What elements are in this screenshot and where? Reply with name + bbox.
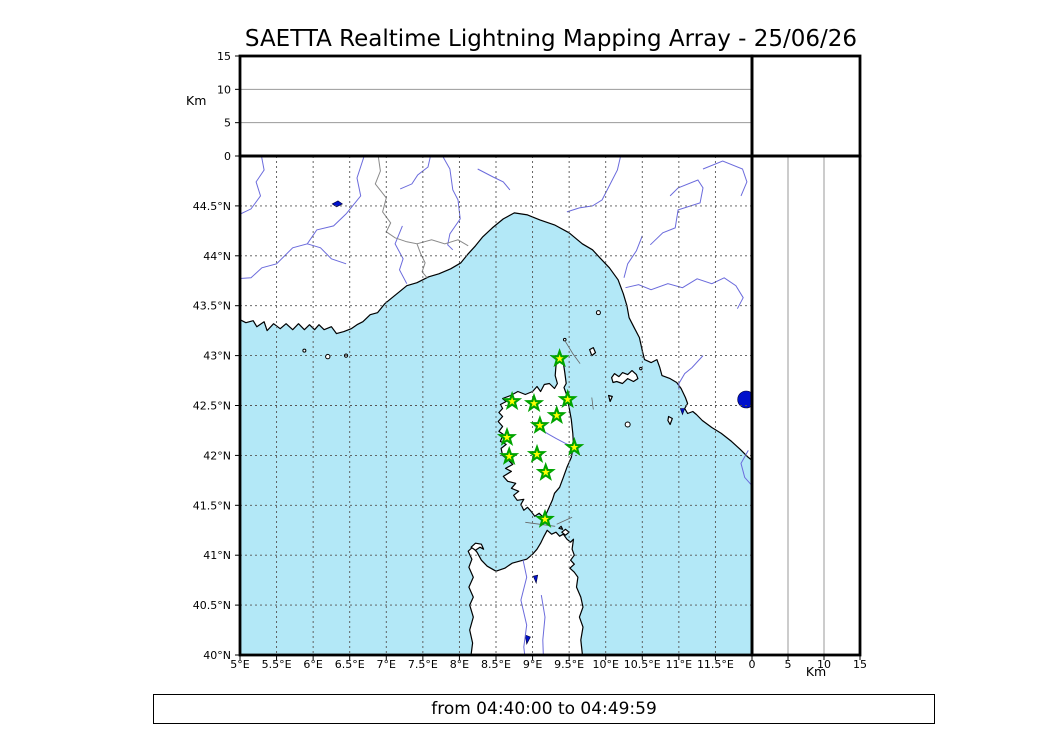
figure-title: SAETTA Realtime Lightning Mapping Array … — [244, 26, 858, 52]
island — [595, 310, 601, 316]
admin-border — [374, 156, 428, 279]
island — [639, 366, 643, 371]
panel-frame — [750, 154, 862, 657]
axis-tick-label: 10 — [817, 658, 831, 671]
axis-tick-label: 15 — [853, 658, 867, 671]
axis-tick-label: 15 — [217, 50, 231, 63]
lma-station-marker — [502, 391, 523, 411]
axis-tick-label: 42.5°N — [193, 400, 231, 413]
axis-tick-label: 11.5°E — [697, 658, 734, 671]
lake-bolsena — [737, 390, 752, 409]
river — [625, 277, 744, 309]
river — [623, 235, 643, 278]
axis-tick-label: 10 — [217, 83, 231, 96]
lma-station-marker — [523, 392, 545, 413]
time-range-text: from 04:40:00 to 04:49:59 — [431, 699, 657, 719]
river — [240, 156, 365, 280]
axis-tick-label: 44.5°N — [193, 200, 231, 213]
admin-border — [416, 239, 469, 247]
axis-tick-label: 41.5°N — [193, 499, 231, 512]
landmass-asinara — [470, 542, 485, 551]
island — [325, 353, 331, 360]
maritime-boundary-line — [591, 397, 594, 410]
river — [394, 225, 408, 284]
axis-tick-label: 0 — [224, 150, 231, 163]
axis-tick-label: 11°E — [666, 658, 692, 671]
axis-tick-label: 43.5°N — [193, 300, 231, 313]
altitude-panel-corner — [752, 56, 860, 156]
landmass-continent — [240, 156, 752, 462]
island — [624, 421, 631, 428]
axis-tick-label: 8°E — [450, 658, 469, 671]
landmass-corsica — [497, 354, 575, 519]
axis-tick-label: 40°N — [203, 649, 231, 662]
altitude-axis-label-left: Km — [186, 93, 207, 108]
axis-tick-label: 41°N — [203, 549, 231, 562]
island — [302, 348, 307, 353]
lma-station-marker — [546, 405, 567, 425]
lake-sardinia-lake — [524, 634, 531, 645]
lma-station-marker — [499, 445, 520, 465]
axis-tick-label: 8.5°E — [481, 658, 511, 671]
river — [740, 450, 752, 487]
river — [477, 168, 511, 191]
axis-tick-label: 7.5°E — [408, 658, 438, 671]
river — [566, 156, 622, 213]
lma-station-marker — [549, 348, 570, 368]
axis-tick-label: 5.5°E — [262, 658, 292, 671]
axis-tick-label: 10°E — [592, 658, 618, 671]
landmass-capraia — [589, 347, 597, 357]
river — [678, 355, 704, 390]
altitude-panel-right — [752, 156, 860, 655]
axis-tick-label: 5 — [785, 658, 792, 671]
axis-tick-label: 9°E — [523, 658, 542, 671]
lake-orbetello — [679, 408, 686, 416]
axis-tick-label: 42°N — [203, 449, 231, 462]
lma-station-marker — [496, 426, 517, 446]
lma-station-marker — [564, 436, 585, 456]
altitude-axis-label-bottom: Km — [805, 664, 827, 679]
river — [702, 160, 748, 197]
axis-tick-label: 6°E — [303, 658, 322, 671]
axis-tick-label: 5 — [224, 117, 231, 130]
landmass-giglio — [667, 415, 673, 426]
river — [240, 156, 265, 215]
river — [400, 156, 431, 190]
landmass-caprera — [558, 525, 564, 530]
axis-tick-label: 5°E — [230, 658, 249, 671]
map-panel — [240, 156, 752, 655]
axis-tick-label: 0 — [749, 658, 756, 671]
river — [649, 179, 704, 246]
axis-tick-label: 9.5°E — [554, 658, 584, 671]
lma-station-marker — [535, 461, 556, 481]
lma-station-marker — [535, 508, 555, 528]
island — [562, 337, 567, 342]
landmass-sardinia — [467, 529, 584, 655]
landmass-pianosa — [608, 394, 613, 403]
lma-station-marker — [526, 443, 548, 463]
river — [540, 595, 546, 655]
river — [520, 560, 528, 655]
axis-tick-label: 7°E — [377, 658, 396, 671]
lake-coghinas — [532, 574, 539, 585]
lma-station-marker — [529, 414, 550, 434]
maritime-boundary-line — [564, 340, 581, 364]
altitude-panel-top — [240, 56, 752, 156]
axis-tick-label: 6.5°E — [335, 658, 365, 671]
time-range-box: from 04:40:00 to 04:49:59 — [153, 694, 935, 724]
axis-tick-label: 10.5°E — [624, 658, 661, 671]
axis-tick-label: 43°N — [203, 350, 231, 363]
landmass-elba — [611, 370, 639, 385]
lma-station-marker — [557, 388, 578, 409]
axis-tick-label: 44°N — [203, 250, 231, 263]
river — [307, 243, 347, 265]
axis-tick-label: 40.5°N — [193, 599, 231, 612]
maritime-boundary-line — [556, 516, 573, 525]
